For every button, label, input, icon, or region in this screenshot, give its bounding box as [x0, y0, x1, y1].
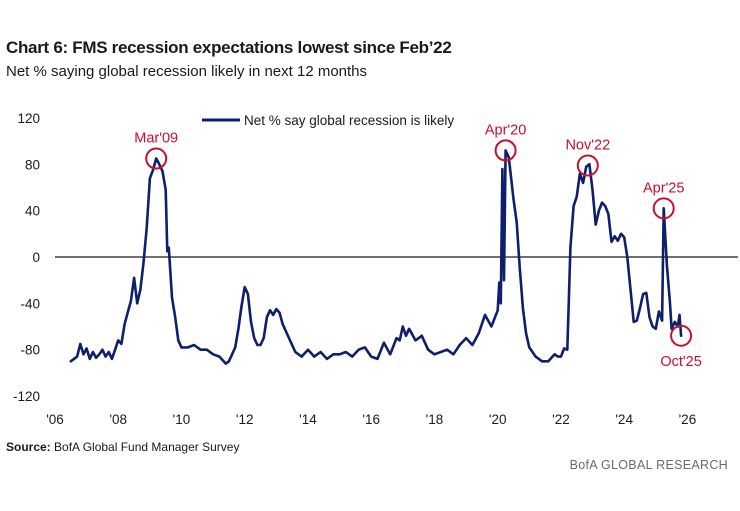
annotation-circle — [652, 197, 675, 220]
annotation-circle — [576, 154, 599, 177]
x-tick-label: '26 — [679, 412, 697, 427]
y-tick-label: -80 — [20, 343, 40, 358]
legend-label: Net % say global recession is likely — [244, 113, 454, 128]
legend: Net % say global recession is likely — [202, 113, 454, 128]
chart-title: Chart 6: FMS recession expectations lowe… — [6, 38, 452, 57]
source-note: Source: BofA Global Fund Manager Survey — [6, 440, 239, 454]
y-tick-label: -120 — [13, 389, 40, 404]
x-tick-label: '18 — [426, 412, 444, 427]
source-label: Source: — [6, 440, 51, 454]
y-tick-label: 120 — [17, 111, 40, 126]
brand-label: BofA GLOBAL RESEARCH — [569, 458, 728, 472]
recession-expectations-line-chart: 120 80 40 0 -40 -80 -120 '06 '08 '10 '12 '14 '16 '18… — [13, 111, 738, 427]
chart-subtitle: Net % saying global recession likely in … — [6, 63, 368, 80]
y-tick-label: 40 — [25, 204, 40, 219]
annotation-label: Nov'22 — [565, 137, 610, 153]
x-tick-label: '24 — [615, 412, 633, 427]
annotation-circle — [670, 324, 693, 347]
y-tick-label: -40 — [20, 296, 40, 311]
y-tick-label: 80 — [25, 157, 40, 172]
x-tick-label: '14 — [299, 412, 317, 427]
annotation-label: Oct'25 — [660, 354, 701, 370]
annotation-label: Mar'09 — [134, 131, 178, 147]
annotation-label: Apr'20 — [485, 122, 526, 138]
x-tick-label: '06 — [46, 412, 64, 427]
x-tick-label: '16 — [362, 412, 380, 427]
x-axis: '06 '08 '10 '12 '14 '16 '18 '20 '22 '24 '26 — [46, 412, 696, 427]
x-tick-label: '22 — [552, 412, 570, 427]
annotation-label: Apr'25 — [643, 180, 684, 196]
annotation-circle — [145, 147, 168, 170]
annotation-circle — [494, 139, 517, 162]
source-text: BofA Global Fund Manager Survey — [50, 440, 240, 454]
y-tick-label: 0 — [32, 250, 40, 265]
x-tick-label: '08 — [109, 412, 127, 427]
x-tick-label: '20 — [489, 412, 507, 427]
x-tick-label: '10 — [173, 412, 191, 427]
y-axis: 120 80 40 0 -40 -80 -120 — [13, 111, 40, 404]
annotations: Mar'09 Apr'20 Nov'22 Apr'25 Oct'25 — [134, 122, 702, 369]
series-line-recession-likely — [69, 149, 683, 365]
x-tick-label: '12 — [236, 412, 254, 427]
